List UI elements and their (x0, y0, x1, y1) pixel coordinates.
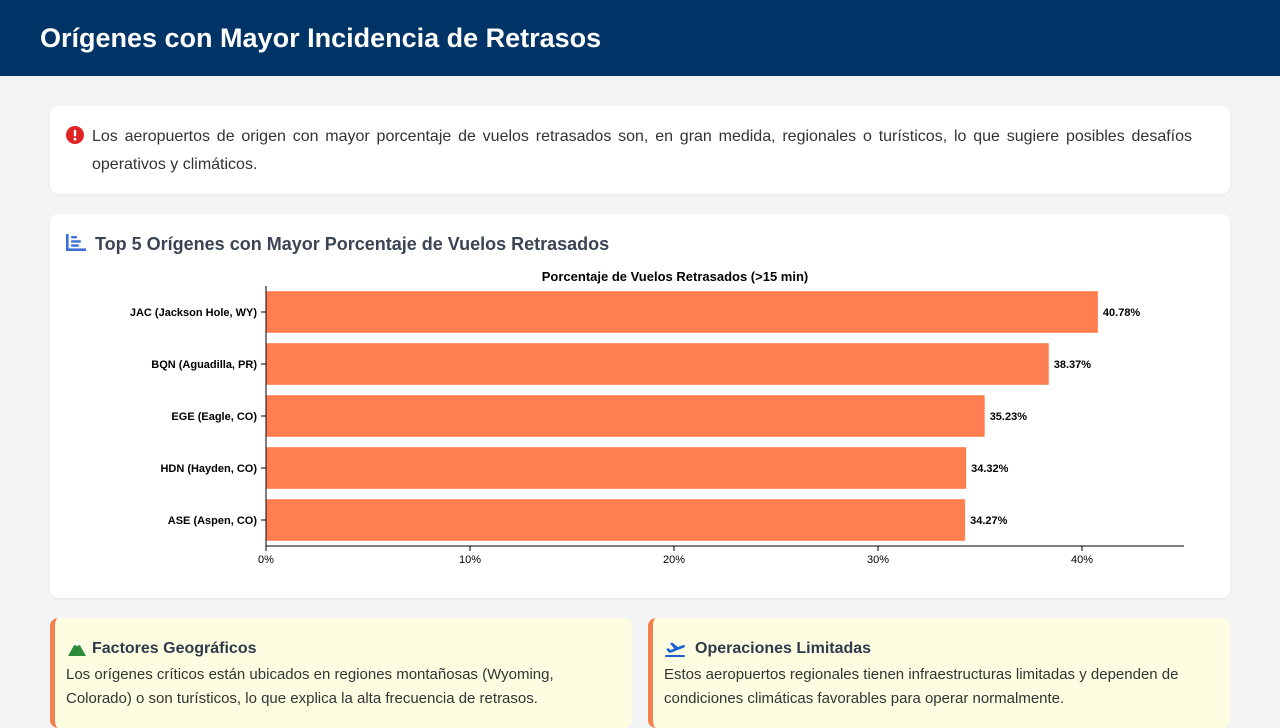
bar-value-label: 38.37% (1054, 359, 1092, 371)
chart-card-title: Top 5 Orígenes con Mayor Porcentaje de V… (95, 234, 610, 254)
x-tick-label: 40% (1071, 554, 1093, 566)
chart-title: Porcentaje de Vuelos Retrasados (>15 min… (542, 269, 808, 284)
insight-alert-card: Los aeropuertos de origen con mayor porc… (50, 106, 1230, 194)
y-tick-label: HDN (Hayden, CO) (160, 463, 257, 475)
bar-value-label: 35.23% (990, 411, 1028, 423)
y-tick-label: ASE (Aspen, CO) (168, 515, 258, 527)
bar-chart-icon (66, 234, 86, 251)
limited-operations-card: Operaciones Limitadas Estos aeropuertos … (648, 618, 1230, 728)
plane-departure-icon (665, 642, 686, 657)
exclamation-circle-icon (66, 126, 84, 144)
bar-value-label: 34.32% (971, 463, 1009, 475)
bar (266, 499, 966, 541)
x-tick-label: 0% (258, 554, 274, 566)
bar (266, 343, 1049, 385)
limited-operations-title: Operaciones Limitadas (695, 640, 872, 657)
x-tick-label: 20% (663, 554, 685, 566)
bar (266, 447, 967, 489)
x-tick-label: 30% (867, 554, 889, 566)
bar-value-label: 40.78% (1103, 307, 1141, 319)
x-tick-label: 10% (459, 554, 481, 566)
page-title: Orígenes con Mayor Incidencia de Retraso… (40, 23, 602, 53)
y-tick-label: JAC (Jackson Hole, WY) (130, 307, 257, 319)
bar (266, 291, 1098, 333)
geographic-factors-title: Factores Geográficos (92, 640, 257, 657)
geographic-factors-card: Factores Geográficos Los orígenes crític… (50, 618, 632, 728)
geographic-factors-text: Los orígenes críticos están ubicados en … (66, 666, 554, 707)
mountain-icon (68, 640, 86, 656)
bar-value-label: 34.27% (970, 515, 1008, 527)
chart-card: Top 5 Orígenes con Mayor Porcentaje de V… (50, 214, 1230, 598)
page-header: Orígenes con Mayor Incidencia de Retraso… (0, 0, 1280, 76)
limited-operations-text: Estos aeropuertos regionales tienen infr… (664, 666, 1179, 707)
y-tick-label: EGE (Eagle, CO) (171, 411, 257, 423)
insight-alert-text: Los aeropuertos de origen con mayor porc… (92, 128, 1192, 173)
bar-chart: Porcentaje de Vuelos Retrasados (>15 min… (130, 269, 1184, 566)
bar (266, 395, 985, 437)
y-tick-label: BQN (Aguadilla, PR) (151, 359, 257, 371)
